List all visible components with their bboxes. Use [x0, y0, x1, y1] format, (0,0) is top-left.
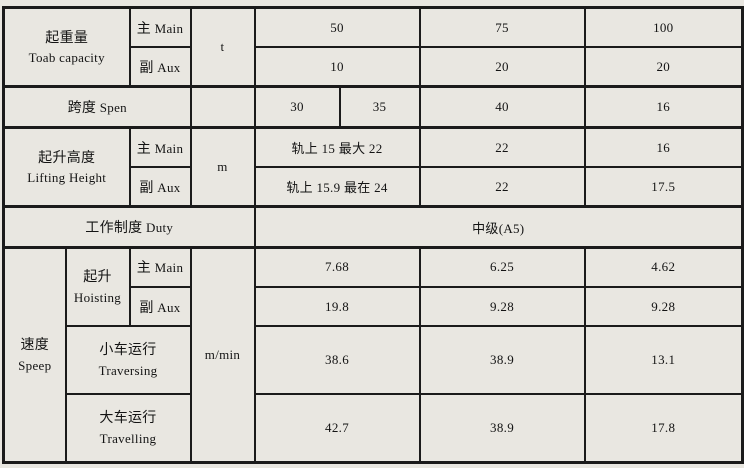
- traversing-label: 小车运行 Traversing: [64, 325, 192, 395]
- duty-label-zh: 工作制度: [85, 221, 143, 237]
- load-aux-sublabel: 副 Aux: [128, 46, 192, 89]
- load-aux-value-1: 10: [253, 46, 421, 89]
- speed-label: 速度 Speep: [2, 245, 67, 464]
- load-main-value-2: 75: [418, 6, 586, 49]
- speed-aux-sublabel: 副 Aux: [128, 286, 192, 327]
- row-height-main: 起升高度 Lifting Height 主 Main m 轨上 15 最大 22…: [2, 125, 744, 208]
- height-main-value-1: 轨上 15 最大 22: [253, 125, 421, 169]
- span-label-en: Spen: [99, 100, 127, 116]
- speed-unit: m/min: [189, 245, 256, 464]
- height-main-sublabel-zh: 主: [136, 141, 152, 157]
- speed-aux-sublabel-en: Aux: [157, 299, 181, 315]
- lifting-height-label-en: Lifting Height: [27, 170, 107, 186]
- travelling-value-2: 38.9: [418, 392, 586, 464]
- row-height-aux: 副 Aux 轨上 15.9 最在 24 22 17.5: [4, 166, 744, 209]
- speed-label-en: Speep: [18, 357, 52, 373]
- row-speed-hoist-main: 速度 Speep 起升 Hoisting 主 Main m/min 7.68 6…: [2, 245, 744, 464]
- height-main-value-3: 16: [583, 125, 744, 169]
- traversing-label-en: Traversing: [98, 362, 158, 378]
- load-aux-sublabel-zh: 副: [139, 60, 154, 76]
- height-aux-value-1: 轨上 15.9 最在 24: [253, 166, 421, 209]
- load-capacity-label-en: Toab capacity: [28, 50, 105, 66]
- span-unit: [189, 85, 256, 129]
- load-main-sublabel: 主 Main: [128, 6, 192, 49]
- height-aux-sublabel: 副 Aux: [128, 166, 192, 209]
- load-main-value-1: 50: [253, 6, 421, 49]
- traversing-label-zh: 小车运行: [99, 343, 157, 359]
- speed-aux-value-1: 19.8: [253, 286, 421, 327]
- row-speed-travelling: 大车运行 Travelling 42.7 38.9 17.8: [4, 392, 744, 464]
- load-capacity-label: 起重量 Toab capacity: [2, 6, 131, 88]
- travelling-value-1: 42.7: [253, 392, 421, 464]
- height-aux-value-2: 22: [418, 166, 586, 209]
- span-label-zh: 跨度: [67, 101, 97, 117]
- height-unit: m: [189, 125, 256, 208]
- traversing-value-3: 13.1: [583, 325, 744, 395]
- row-load-main: 起重量 Toab capacity 主 Main t 50 75 100: [2, 6, 744, 88]
- speed-main-value-1: 7.68: [253, 245, 421, 289]
- travelling-value-3: 17.8: [583, 392, 744, 464]
- hoisting-label-en: Hoisting: [73, 289, 122, 305]
- load-main-value-3: 100: [583, 6, 744, 49]
- speed-main-value-2: 6.25: [418, 245, 586, 289]
- span-label: 跨度 Spen: [2, 85, 192, 129]
- height-main-sublabel-en: Main: [154, 140, 184, 156]
- speed-aux-value-3: 9.28: [583, 286, 744, 327]
- span-value-2: 35: [338, 85, 421, 129]
- load-aux-sublabel-en: Aux: [157, 59, 181, 75]
- height-aux-value-3: 17.5: [583, 166, 744, 209]
- height-aux-sublabel-zh: 副: [139, 180, 154, 196]
- hoisting-label-zh: 起升: [83, 270, 112, 286]
- lifting-height-label: 起升高度 Lifting Height: [2, 125, 131, 208]
- travelling-label-en: Travelling: [99, 430, 157, 446]
- load-capacity-label-zh: 起重量: [45, 30, 89, 46]
- row-duty: 工作制度 Duty 中级(A5): [2, 205, 744, 249]
- speed-main-sublabel-zh: 主: [136, 261, 152, 277]
- speed-aux-sublabel-zh: 副: [139, 300, 154, 316]
- speed-main-sublabel: 主 Main: [128, 245, 192, 289]
- span-value-4: 16: [583, 85, 744, 129]
- height-main-value-2: 22: [418, 125, 586, 169]
- speed-label-zh: 速度: [20, 338, 50, 354]
- hoisting-label: 起升 Hoisting: [64, 245, 131, 327]
- crane-spec-table: 起重量 Toab capacity 主 Main t 50 75 100 副 A…: [2, 6, 744, 464]
- height-aux-sublabel-en: Aux: [157, 179, 181, 195]
- duty-label-en: Duty: [146, 220, 174, 236]
- travelling-label: 大车运行 Travelling: [64, 392, 192, 464]
- duty-label: 工作制度 Duty: [2, 205, 256, 249]
- span-value-3: 40: [418, 85, 586, 129]
- traversing-value-1: 38.6: [253, 325, 421, 395]
- speed-aux-value-2: 9.28: [418, 286, 586, 327]
- speed-main-sublabel-en: Main: [154, 260, 184, 276]
- lifting-height-label-zh: 起升高度: [38, 150, 96, 166]
- duty-value: 中级(A5): [253, 205, 744, 249]
- load-unit: t: [189, 6, 256, 88]
- load-aux-value-2: 20: [418, 46, 586, 89]
- traversing-value-2: 38.9: [418, 325, 586, 395]
- travelling-label-zh: 大车运行: [99, 411, 157, 427]
- span-value-1: 30: [253, 85, 341, 129]
- row-speed-hoist-aux: 副 Aux 19.8 9.28 9.28: [4, 286, 744, 327]
- load-main-sublabel-en: Main: [154, 20, 184, 36]
- load-main-sublabel-zh: 主: [136, 21, 152, 37]
- row-span: 跨度 Spen 30 35 40 16: [2, 85, 744, 129]
- row-speed-traversing: 小车运行 Traversing 38.6 38.9 13.1: [4, 325, 744, 395]
- load-aux-value-3: 20: [583, 46, 744, 89]
- row-load-aux: 副 Aux 10 20 20: [4, 46, 744, 89]
- speed-main-value-3: 4.62: [583, 245, 744, 289]
- height-main-sublabel: 主 Main: [128, 125, 192, 169]
